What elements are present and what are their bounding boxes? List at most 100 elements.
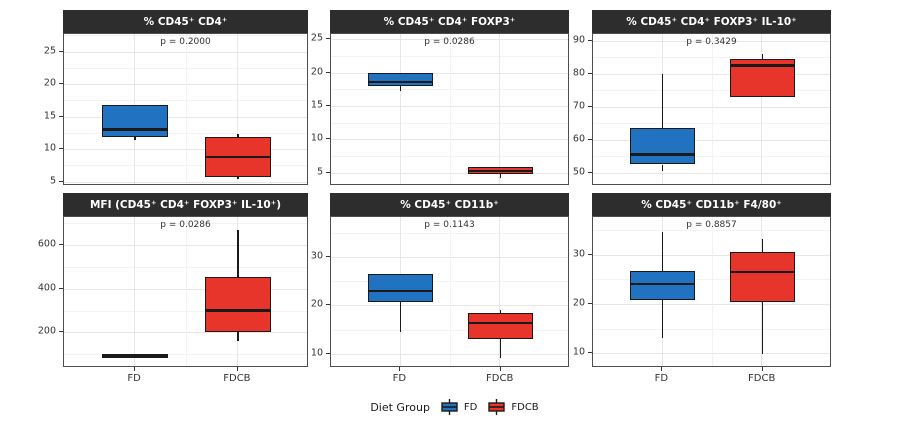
lower-whisker	[661, 164, 664, 172]
p-value-label: p = 0.3429	[686, 37, 737, 47]
y-tick-label: 10	[43, 142, 56, 154]
y-axis-tick	[588, 72, 592, 74]
x-axis-tick	[761, 367, 763, 371]
boxplot-box-fdcb	[204, 276, 272, 333]
y-tick-label: 20	[310, 66, 323, 78]
y-tick-label: 600	[37, 238, 56, 250]
y-tick-label: 5	[316, 166, 323, 178]
facet-plot: p = 0.1143	[330, 216, 569, 367]
y-axis-tick	[326, 71, 330, 73]
p-value-label: p = 0.0286	[160, 220, 211, 230]
upper-whisker	[499, 310, 502, 314]
facet-title: % CD45⁺ CD11b⁺	[400, 198, 499, 211]
legend-title: Diet Group	[370, 400, 430, 414]
upper-whisker	[237, 229, 239, 277]
lower-whisker	[499, 174, 502, 178]
gridline-v-major	[499, 34, 501, 184]
gridline-v-minor	[185, 217, 187, 366]
legend-label-fdcb: FDCB	[511, 401, 539, 413]
median-line	[368, 289, 433, 292]
median-line	[368, 80, 433, 84]
x-axis-tick	[236, 367, 238, 371]
legend-label-fd: FD	[463, 401, 478, 413]
facet-plot: p = 0.0286	[63, 216, 308, 367]
x-axis-tick	[399, 367, 401, 371]
y-axis-tick	[588, 39, 592, 41]
y-tick-label: 60	[572, 133, 585, 145]
boxplot-box-fd	[368, 73, 433, 86]
gridline-v-major	[499, 217, 501, 366]
x-tick-label: FD	[127, 373, 141, 384]
y-tick-label: 15	[310, 99, 323, 111]
gridline-v-minor	[185, 34, 187, 184]
y-axis-tick	[326, 105, 330, 106]
upper-whisker	[761, 53, 764, 59]
facet-title: % CD45⁺ CD4⁺ FOXP3⁺ IL-10⁺	[626, 15, 797, 28]
median-line	[630, 153, 695, 156]
x-axis-tick	[661, 367, 663, 371]
y-tick-label: 90	[572, 34, 585, 46]
y-axis-tick	[588, 302, 592, 304]
median-line	[204, 309, 272, 312]
x-tick-label: FD	[654, 373, 669, 384]
median-line	[468, 322, 533, 325]
x-axis-tick	[499, 367, 501, 371]
y-axis-tick	[588, 352, 592, 354]
y-axis-tick	[59, 50, 63, 52]
facet-title: % CD45⁺ CD4⁺	[143, 15, 228, 28]
boxplot-box-fd	[368, 273, 433, 302]
y-tick-label: 5	[49, 175, 56, 186]
y-tick-label: 80	[572, 67, 585, 79]
y-axis-tick	[326, 38, 330, 40]
y-axis-tick	[59, 287, 63, 289]
y-axis-tick	[59, 148, 63, 149]
gridline-v-major	[236, 34, 238, 184]
y-axis-tick	[326, 352, 330, 354]
gridline-v-major	[399, 34, 401, 184]
x-tick-label: FD	[392, 373, 407, 384]
y-tick-label: 10	[310, 132, 323, 144]
y-tick-label: 10	[310, 347, 323, 359]
y-axis-tick	[326, 255, 330, 257]
p-value-label: p = 0.0286	[424, 37, 475, 47]
boxplot-box-fdcb	[730, 252, 795, 303]
y-tick-label: 50	[572, 166, 585, 178]
legend-entry-fdcb: FDCB	[487, 399, 539, 415]
facet-title: % CD45⁺ CD11b⁺ F4/80⁺	[641, 198, 782, 211]
y-axis-tick	[588, 171, 592, 173]
median-line	[102, 128, 169, 131]
y-tick-label: 25	[43, 45, 56, 56]
lower-whisker	[661, 299, 664, 339]
y-axis-tick	[59, 331, 63, 333]
boxplot-box-fd	[630, 270, 695, 300]
facet-plot: p = 0.3429	[592, 33, 831, 185]
x-tick-label: FDCB	[748, 373, 776, 384]
facet-strip: % CD45⁺ CD11b⁺ F4/80⁺	[592, 193, 831, 216]
p-value-label: p = 0.2000	[160, 37, 211, 47]
gridline-v-major	[134, 217, 136, 366]
y-axis-tick	[59, 115, 63, 117]
y-tick-label: 30	[310, 250, 323, 262]
facet-plot: p = 0.0286	[330, 33, 569, 185]
lower-whisker	[237, 176, 239, 180]
upper-whisker	[661, 232, 664, 271]
boxplot-glyph-icon	[441, 399, 458, 415]
boxplot-box-fdcb	[468, 313, 533, 340]
lower-whisker	[399, 302, 402, 333]
y-axis-tick	[326, 171, 330, 173]
gridline-v-minor	[711, 34, 713, 184]
lower-whisker	[761, 302, 764, 355]
y-axis-tick	[59, 244, 63, 246]
x-tick-label: FDCB	[486, 373, 514, 384]
x-tick-label: FDCB	[223, 373, 251, 384]
y-axis-tick	[326, 138, 330, 140]
upper-whisker	[761, 238, 764, 252]
y-tick-label: 20	[572, 297, 585, 309]
upper-whisker	[661, 73, 664, 129]
lower-whisker	[499, 339, 502, 358]
y-tick-label: 10	[572, 346, 585, 358]
facet-title: MFI (CD45⁺ CD4⁺ FOXP3⁺ IL-10⁺)	[89, 198, 282, 211]
facet-plot: p = 0.2000	[63, 33, 308, 185]
facet-plot: p = 0.8857	[592, 216, 831, 367]
y-tick-label: 200	[37, 325, 56, 337]
